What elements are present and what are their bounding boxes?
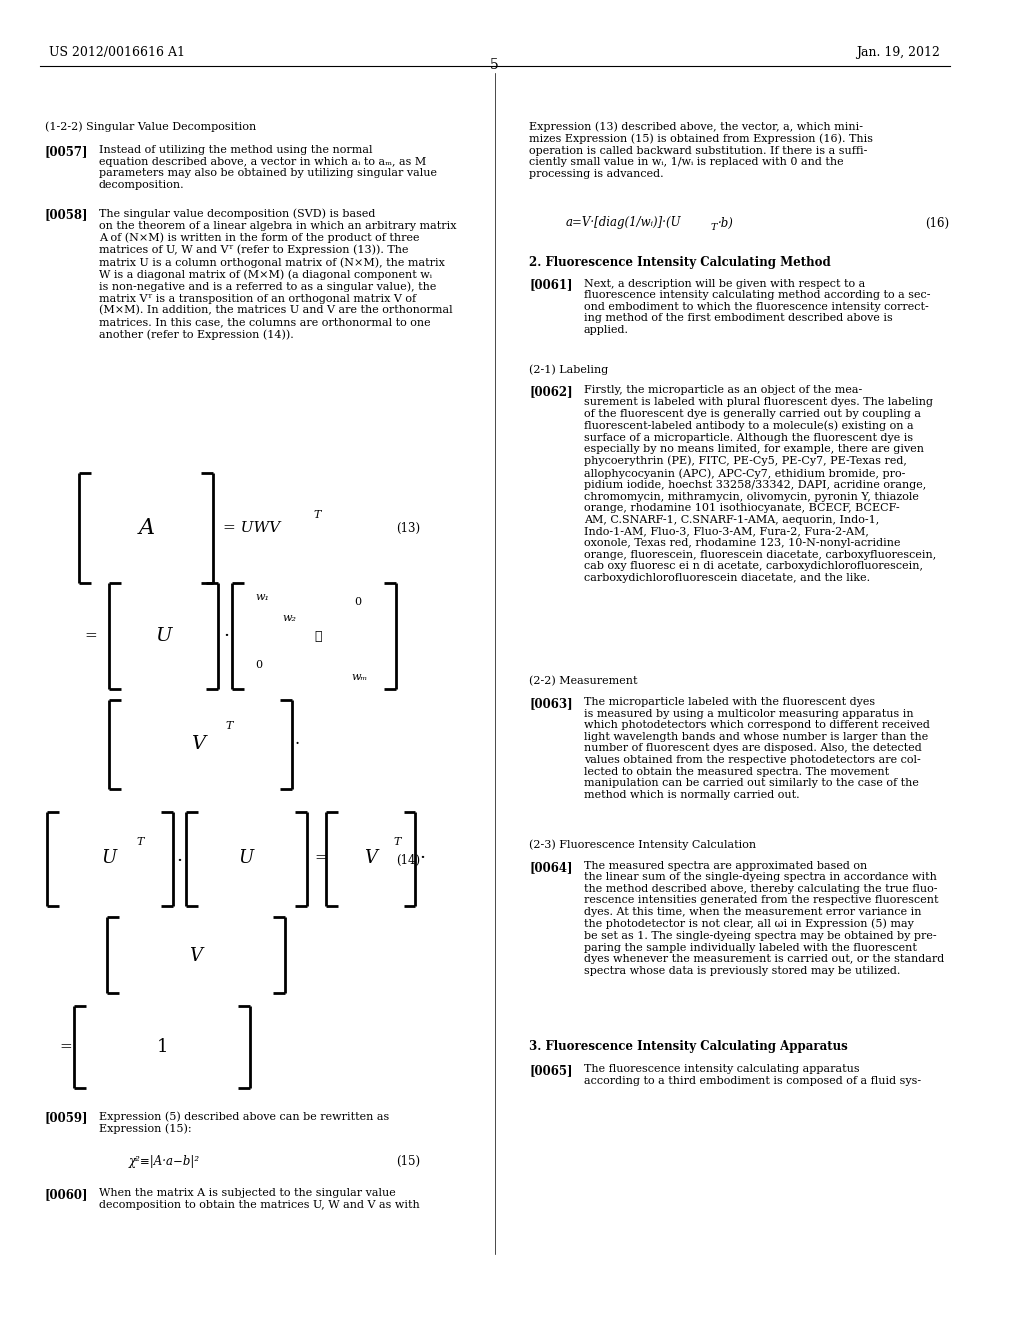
Text: (1-2-2) Singular Value Decomposition: (1-2-2) Singular Value Decomposition [44,121,256,132]
Text: ·b): ·b) [718,216,734,230]
Text: The microparticle labeled with the fluorescent dyes
is measured by using a multi: The microparticle labeled with the fluor… [584,697,930,800]
Text: ·: · [176,851,182,870]
Text: =: = [59,1040,72,1053]
Text: (14): (14) [396,854,421,867]
Text: U: U [101,849,117,867]
Text: (2-2) Measurement: (2-2) Measurement [529,676,638,686]
Text: T: T [711,223,717,232]
Text: =: = [84,630,97,643]
Text: Jan. 19, 2012: Jan. 19, 2012 [856,46,940,59]
Text: The singular value decomposition (SVD) is based
on the theorem of a linear algeb: The singular value decomposition (SVD) i… [99,209,457,339]
Text: 3. Fluorescence Intensity Calculating Apparatus: 3. Fluorescence Intensity Calculating Ap… [529,1040,848,1053]
Text: w₂: w₂ [282,612,296,623]
Text: [0058]: [0058] [44,209,88,222]
Text: V: V [190,735,205,754]
Text: [0057]: [0057] [44,145,88,158]
Text: A: A [138,517,155,539]
Text: V: V [365,849,378,867]
Text: 1: 1 [157,1038,168,1056]
Text: ·: · [420,849,426,867]
Text: 2. Fluorescence Intensity Calculating Method: 2. Fluorescence Intensity Calculating Me… [529,256,830,269]
Text: 0: 0 [255,660,262,671]
Text: a=V·[diag(1/wᵢ)]·(U: a=V·[diag(1/wᵢ)]·(U [566,216,681,230]
Text: ·: · [223,627,229,645]
Text: Expression (13) described above, the vector, a, which mini-
mizes Expression (15: Expression (13) described above, the vec… [529,121,873,180]
Text: [0061]: [0061] [529,279,572,292]
Text: [0064]: [0064] [529,861,572,874]
Text: w₁: w₁ [255,591,269,602]
Text: (2-1) Labeling: (2-1) Labeling [529,364,608,375]
Text: [0062]: [0062] [529,385,572,399]
Text: Firstly, the microparticle as an object of the mea-
surement is labeled with plu: Firstly, the microparticle as an object … [584,385,936,583]
Text: When the matrix A is subjected to the singular value
decomposition to obtain the: When the matrix A is subjected to the si… [99,1188,420,1209]
Text: [0065]: [0065] [529,1064,572,1077]
Text: ·: · [295,737,300,752]
Text: [0059]: [0059] [44,1111,88,1125]
Text: (16): (16) [926,216,949,230]
Text: 5: 5 [490,58,499,73]
Text: [0063]: [0063] [529,697,572,710]
Text: (15): (15) [396,1155,421,1168]
Text: = UWV: = UWV [222,521,280,535]
Text: U: U [239,849,254,867]
Text: T: T [225,721,232,731]
Text: The measured spectra are approximated based on
the linear sum of the single-dyei: The measured spectra are approximated ba… [584,861,944,975]
Text: Instead of utilizing the method using the normal
equation described above, a vec: Instead of utilizing the method using th… [99,145,437,190]
Text: wₘ: wₘ [351,672,368,682]
Text: The fluorescence intensity calculating apparatus
according to a third embodiment: The fluorescence intensity calculating a… [584,1064,921,1085]
Text: Expression (5) described above can be rewritten as
Expression (15):: Expression (5) described above can be re… [99,1111,389,1134]
Text: T: T [313,510,321,520]
Text: V: V [189,946,203,965]
Text: 0: 0 [354,597,361,607]
Text: χ²≡|A·a−b|²: χ²≡|A·a−b|² [129,1155,200,1168]
Text: T: T [136,837,144,847]
Text: U: U [155,627,171,645]
Text: (2-3) Fluorescence Intensity Calculation: (2-3) Fluorescence Intensity Calculation [529,840,757,850]
Text: [0060]: [0060] [44,1188,88,1201]
Text: US 2012/0016616 A1: US 2012/0016616 A1 [49,46,185,59]
Text: ⋱: ⋱ [314,630,322,643]
Text: (13): (13) [396,521,421,535]
Text: T: T [393,837,401,847]
Text: =: = [314,851,328,865]
Text: Next, a description will be given with respect to a
fluorescence intensity calcu: Next, a description will be given with r… [584,279,930,335]
